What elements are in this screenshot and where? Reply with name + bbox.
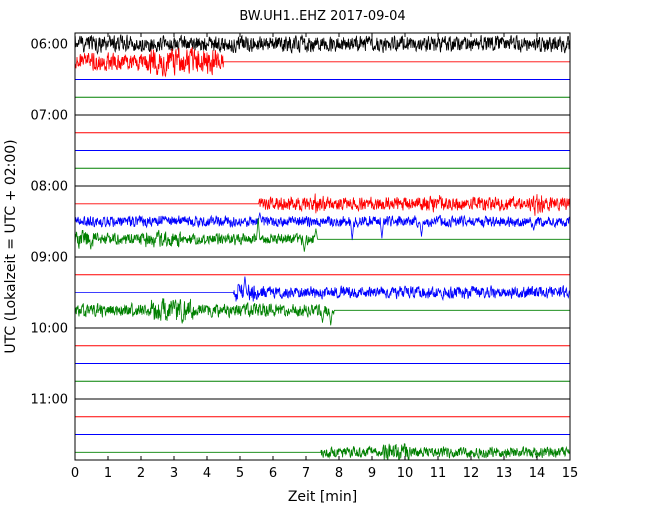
x-tick-label: 3 [170, 466, 178, 481]
x-tick-label: 7 [302, 466, 310, 481]
x-tick-label: 0 [71, 466, 79, 481]
x-tick-label: 9 [368, 466, 376, 481]
y-tick-label: 09:00 [31, 251, 68, 266]
x-tick-label: 1 [104, 466, 112, 481]
trace-row-11:45 [75, 443, 570, 460]
y-tick-label: 08:00 [31, 180, 68, 195]
y-tick-label: 07:00 [31, 109, 68, 124]
trace-row-09:30 [75, 276, 570, 302]
trace-row-08:30 [75, 212, 570, 241]
x-tick-label: 10 [397, 466, 414, 481]
x-tick-label: 2 [137, 466, 145, 481]
y-tick-label: 10:00 [31, 322, 68, 337]
trace-row-06:00 [75, 34, 570, 55]
y-tick-label: 11:00 [31, 393, 68, 408]
trace-row-06:15 [75, 46, 570, 78]
trace-row-08:45 [75, 217, 570, 252]
trace-row-08:15 [75, 193, 570, 216]
x-tick-label: 6 [269, 466, 277, 481]
x-tick-label: 15 [562, 466, 579, 481]
plot-frame [74, 32, 571, 461]
y-tick-label: 06:00 [31, 38, 68, 53]
x-tick-label: 4 [203, 466, 211, 481]
y-axis-label: UTC (Lokalzeit = UTC + 02:00) [3, 139, 19, 353]
chart-title: BW.UH1..EHZ 2017-09-04 [239, 9, 405, 24]
y-tick-labels: 06:00 07:00 08:00 09:00 10:00 11:00 [31, 38, 68, 408]
x-tick-labels: 0 1 2 3 4 5 6 7 8 9 10 11 12 13 14 15 [71, 466, 578, 481]
x-axis-label: Zeit [min] [288, 489, 357, 505]
x-tick-label: 13 [496, 466, 513, 481]
trace-row-09:45 [75, 298, 570, 326]
x-tick-label: 14 [529, 466, 546, 481]
trace-rows [75, 34, 570, 460]
x-tick-label: 5 [236, 466, 244, 481]
x-tick-label: 8 [335, 466, 343, 481]
x-tick-label: 11 [430, 466, 447, 481]
x-tick-label: 12 [463, 466, 480, 481]
